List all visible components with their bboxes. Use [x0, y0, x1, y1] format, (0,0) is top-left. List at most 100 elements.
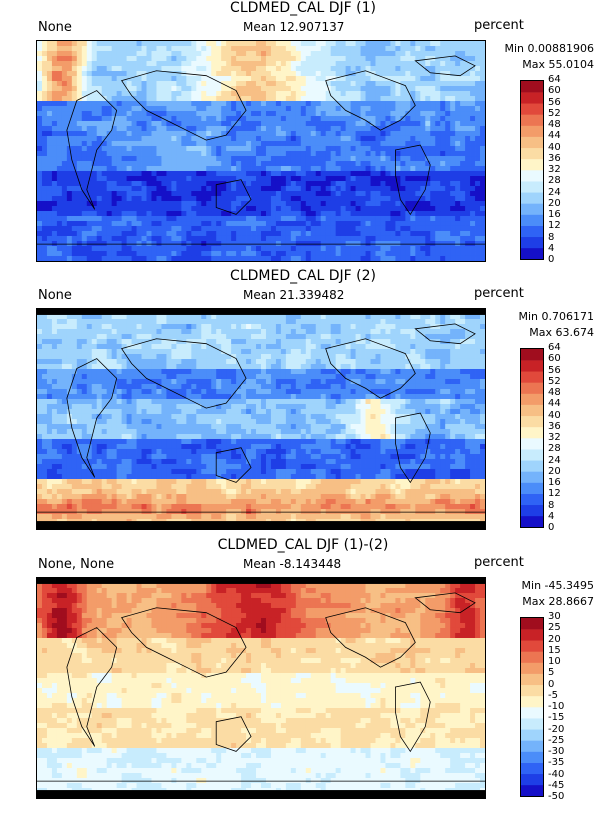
field-cell [136, 151, 142, 157]
field-cell [91, 344, 98, 350]
field-cell [46, 131, 53, 137]
field-cell [405, 160, 411, 167]
field-cell [370, 170, 376, 177]
field-cell [196, 170, 202, 177]
field-cell [206, 86, 212, 92]
field-cell [385, 96, 391, 102]
field-cell [126, 338, 132, 345]
field-cell [121, 318, 127, 325]
field-cell [285, 211, 292, 217]
field-cell [430, 90, 436, 97]
field-cell [201, 60, 207, 67]
field-cell [201, 338, 207, 345]
field-cell [305, 156, 312, 162]
field-cell [51, 334, 58, 340]
field-cell [460, 76, 466, 82]
field-cell [136, 196, 142, 202]
field-cell [465, 180, 471, 187]
field-cell [261, 328, 267, 335]
field-cell [320, 135, 327, 142]
field-cell [365, 76, 371, 82]
field-cell [350, 56, 356, 62]
field-cell [345, 344, 351, 350]
field-cell [71, 151, 78, 157]
field-cell [86, 344, 93, 350]
field-cell [241, 151, 247, 157]
field-cell [425, 131, 431, 137]
field-cell [375, 105, 381, 112]
field-cell [131, 60, 137, 67]
field-cell [435, 176, 441, 182]
field-cell [475, 90, 481, 97]
field-cell [340, 211, 347, 217]
field-cell [430, 111, 436, 117]
field-cell [425, 166, 431, 172]
field-cell [410, 196, 416, 202]
field-cell [41, 235, 48, 242]
field-cell [51, 121, 58, 127]
field-cell [400, 190, 406, 197]
field-cell [196, 324, 202, 330]
field-cell [320, 328, 327, 335]
field-cell [246, 318, 252, 325]
field-cell [106, 145, 113, 152]
field-cell [340, 354, 347, 360]
field-cell [236, 80, 242, 87]
field-cell [71, 141, 78, 147]
field-cell [405, 135, 411, 142]
field-cell [121, 348, 127, 355]
field-cell [375, 255, 381, 261]
field-cell [265, 318, 272, 325]
field-cell [71, 344, 78, 350]
field-cell [86, 318, 93, 325]
field-cell [211, 328, 217, 335]
field-cell [390, 41, 396, 47]
field-cell [275, 221, 282, 227]
field-cell [96, 314, 103, 320]
field-cell [360, 221, 366, 227]
field-cell [350, 151, 356, 157]
field-cell [290, 151, 297, 157]
field-cell [76, 338, 83, 345]
field-cell [131, 231, 137, 237]
field-cell [470, 156, 476, 162]
field-cell [420, 180, 426, 187]
field-cell [305, 358, 312, 365]
field-cell [236, 200, 242, 207]
field-cell [176, 235, 182, 242]
field-cell [131, 186, 137, 192]
field-cell [146, 111, 152, 117]
field-cell [241, 131, 247, 137]
field-cell [465, 338, 471, 345]
field-cell [290, 86, 297, 92]
field-cell [340, 121, 347, 127]
field-cell [405, 206, 411, 212]
field-cell [470, 105, 476, 112]
field-cell [430, 156, 436, 162]
field-cell [445, 241, 451, 247]
field-cell [285, 235, 292, 242]
coastline [325, 70, 416, 131]
field-cell [206, 344, 212, 350]
field-cell [61, 358, 68, 365]
field-cell [355, 115, 361, 122]
field-cell [116, 354, 123, 360]
field-cell [246, 60, 252, 67]
field-cell [106, 111, 113, 117]
field-cell [181, 206, 187, 212]
field-cell [111, 96, 118, 102]
field-cell [211, 186, 217, 192]
field-cell [480, 76, 485, 82]
field-cell [156, 231, 162, 237]
field-cell [121, 145, 127, 152]
field-cell [96, 86, 103, 92]
field-cell [415, 245, 421, 252]
field-cell [410, 145, 416, 152]
field-cell [146, 141, 152, 147]
field-cell [480, 60, 485, 67]
field-cell [51, 70, 58, 77]
field-cell [275, 235, 282, 242]
field-cell [360, 215, 366, 222]
field-cell [216, 111, 222, 117]
colorbar-tick-label: 44 [548, 130, 561, 142]
